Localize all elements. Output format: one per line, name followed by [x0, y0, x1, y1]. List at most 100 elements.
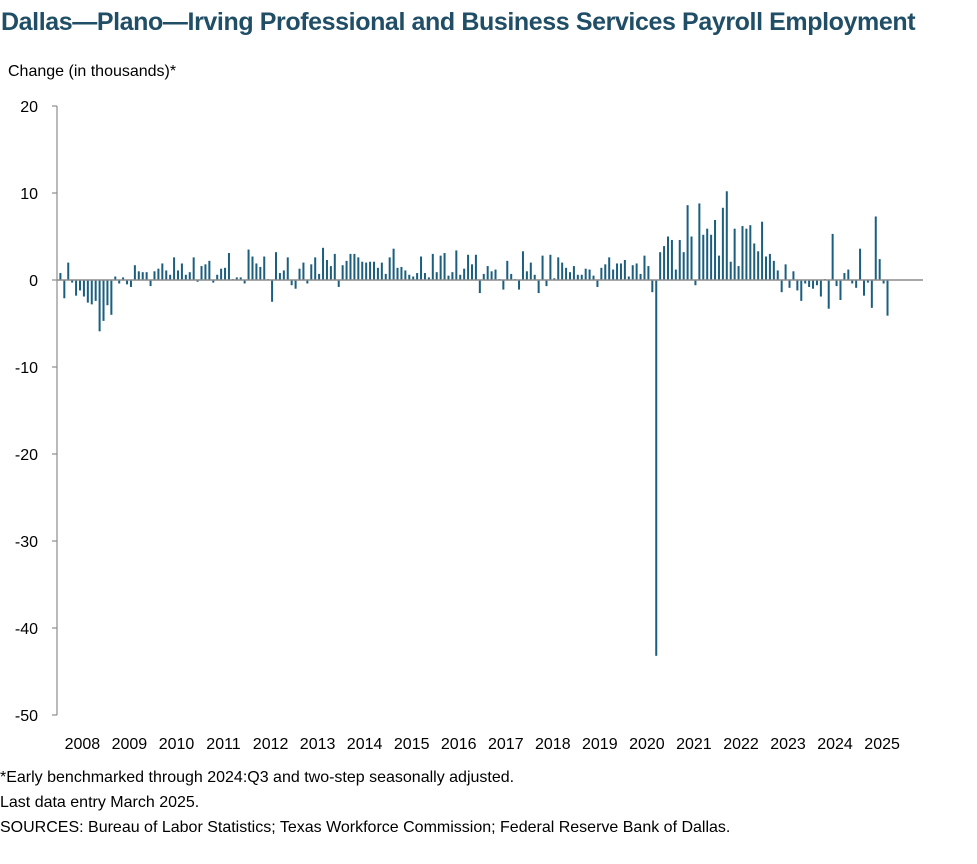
footnote-adjustment: *Early benchmarked through 2024:Q3 and t…: [0, 769, 515, 786]
bar: [169, 274, 172, 280]
bar: [361, 261, 364, 280]
bar: [129, 280, 132, 287]
bar: [345, 260, 348, 280]
bar: [592, 275, 595, 280]
bar: [588, 269, 591, 280]
bar: [59, 273, 62, 280]
x-tick-label: 2024: [817, 736, 853, 753]
bar: [537, 280, 540, 294]
y-tick-label: -30: [15, 534, 38, 551]
bar: [208, 260, 211, 280]
x-tick-label: 2017: [488, 736, 524, 753]
bar: [153, 271, 156, 280]
bar: [243, 280, 246, 284]
bar: [400, 266, 403, 280]
bar: [655, 280, 658, 656]
bar: [259, 266, 262, 280]
bar: [757, 251, 760, 280]
bar: [196, 280, 199, 282]
bar: [502, 280, 505, 290]
bar: [843, 273, 846, 280]
bar: [474, 254, 477, 280]
bar: [149, 280, 152, 287]
bar: [216, 274, 219, 280]
bar: [690, 236, 693, 280]
bar: [224, 267, 227, 280]
bar: [404, 270, 407, 280]
bar: [325, 259, 328, 280]
bar: [341, 265, 344, 280]
bar: [463, 268, 466, 280]
bar: [161, 263, 164, 280]
bar: [145, 272, 148, 280]
bar: [439, 255, 442, 280]
bar: [290, 280, 293, 286]
x-tick-label: 2016: [441, 736, 477, 753]
bar: [427, 277, 430, 280]
bar: [188, 272, 191, 280]
bar: [67, 262, 70, 280]
bar: [90, 280, 93, 305]
bar: [247, 249, 250, 280]
bar: [792, 271, 795, 280]
y-tick-label: -50: [15, 708, 38, 725]
bar: [141, 272, 144, 280]
bar: [631, 265, 634, 280]
bar: [302, 262, 305, 280]
bar: [808, 280, 811, 287]
bar: [647, 266, 650, 280]
bar: [200, 266, 203, 280]
bar: [275, 252, 277, 280]
bar: [729, 261, 732, 280]
bar: [455, 250, 458, 280]
bar: [396, 267, 399, 280]
bar: [333, 253, 336, 280]
bar: [741, 226, 744, 280]
bar: [118, 280, 121, 284]
x-tick-label: 2018: [535, 736, 571, 753]
bar: [204, 264, 207, 280]
x-tick-label: 2011: [206, 736, 241, 753]
bar: [533, 274, 536, 280]
x-tick-label: 2013: [300, 736, 336, 753]
bar: [157, 268, 160, 280]
bar: [800, 280, 803, 301]
bar: [667, 236, 669, 280]
bar: [235, 277, 238, 280]
bar: [674, 269, 677, 280]
x-tick-label: 2012: [253, 736, 289, 753]
y-tick-label: 10: [20, 186, 38, 203]
bar: [827, 280, 830, 309]
bar: [306, 280, 309, 284]
bar: [98, 280, 101, 332]
bar: [670, 239, 673, 280]
bar: [510, 273, 513, 280]
bar: [278, 273, 281, 280]
bar: [870, 280, 873, 308]
bar: [310, 264, 313, 280]
bar: [353, 253, 356, 280]
bar: [271, 280, 274, 302]
bar: [286, 257, 289, 280]
y-tick-labels: 20 10 0 -10 -20 -30 -40 -50: [15, 99, 38, 725]
bar: [380, 262, 383, 280]
bar: [619, 263, 622, 280]
bar: [490, 271, 493, 280]
bar: [580, 274, 583, 280]
bar: [549, 254, 552, 280]
bar: [878, 259, 881, 280]
bar: [835, 280, 838, 287]
x-tick-label: 2022: [723, 736, 759, 753]
x-tick-label: 2021: [676, 736, 712, 753]
bar: [663, 246, 666, 280]
bar: [369, 261, 372, 280]
bar: [635, 263, 638, 280]
bar: [282, 270, 285, 280]
bar: [565, 267, 568, 280]
bar: [412, 276, 415, 280]
y-tick-marks: [52, 105, 57, 716]
bar: [298, 268, 301, 280]
bar: [192, 257, 195, 280]
bar: [863, 280, 865, 296]
footnote-sources: SOURCES: Bureau of Labor Statistics; Tex…: [0, 819, 731, 836]
